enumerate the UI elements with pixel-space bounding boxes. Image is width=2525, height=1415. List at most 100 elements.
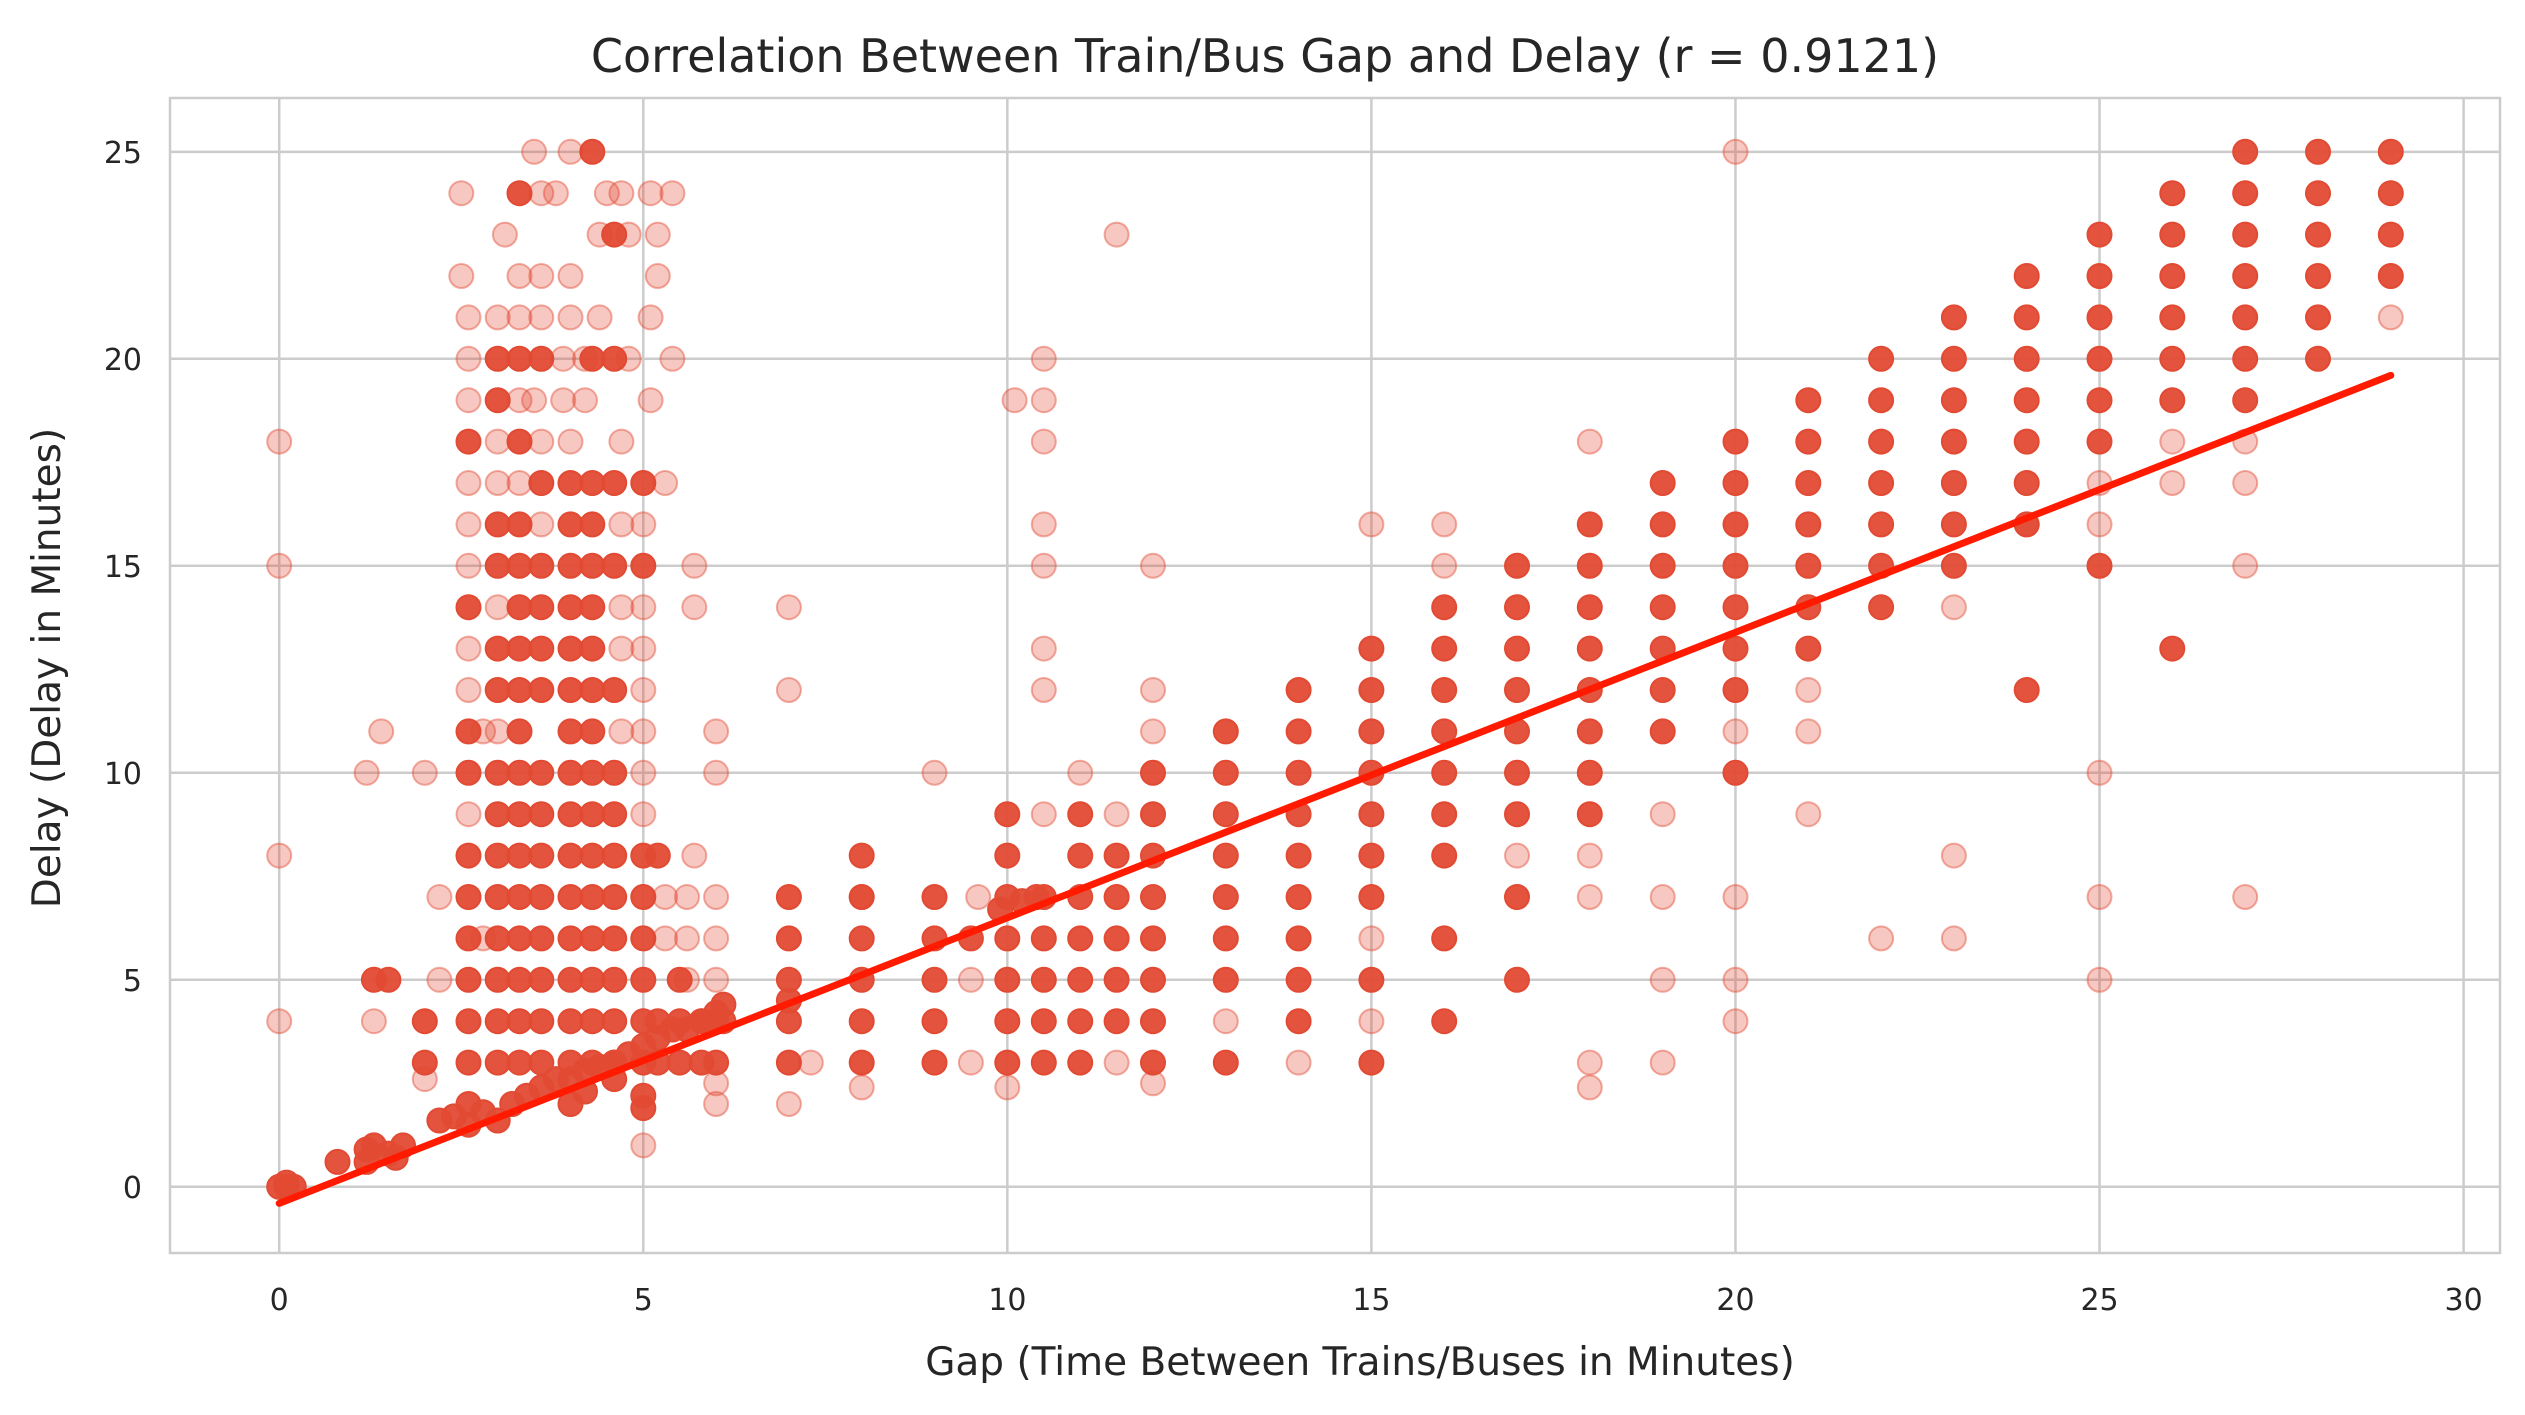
data-point [360, 1008, 387, 1035]
data-point [1431, 1008, 1458, 1035]
data-point [1431, 635, 1458, 662]
data-point [608, 180, 635, 207]
data-point [630, 801, 657, 828]
data-point [1649, 552, 1676, 579]
data-point [1358, 884, 1385, 910]
data-point [470, 718, 497, 745]
data-point [601, 966, 628, 993]
data-point [455, 1049, 482, 1076]
data-point [1285, 925, 1312, 952]
data-point [1030, 345, 1057, 372]
data-point [848, 1008, 875, 1035]
data-point [1576, 428, 1603, 455]
data-point [1140, 925, 1166, 952]
data-point [1030, 1008, 1057, 1035]
data-point [630, 718, 657, 745]
x-tick-labels: 0 5 10 15 20 25 30 [270, 1283, 2483, 1318]
data-point [674, 925, 700, 952]
data-point [528, 428, 555, 455]
y-tick-label: 15 [104, 550, 142, 585]
data-point [1140, 1070, 1166, 1097]
data-point [455, 801, 482, 828]
data-point [1940, 428, 1967, 455]
data-point [1722, 138, 1749, 165]
data-point [1030, 677, 1057, 703]
data-point [266, 1008, 293, 1035]
data-point [674, 966, 700, 993]
data-point [1358, 511, 1385, 538]
data-point [1649, 511, 1676, 538]
data-point [848, 925, 875, 952]
data-point [1868, 470, 1895, 496]
data-point [1212, 842, 1239, 869]
data-point [455, 511, 482, 538]
data-point [1285, 1008, 1312, 1035]
data-point [455, 718, 482, 745]
data-point [455, 594, 482, 621]
data-point [528, 1049, 555, 1076]
data-point [484, 511, 511, 538]
data-point [1140, 884, 1166, 910]
data-point [601, 759, 628, 786]
data-point [1358, 718, 1385, 745]
data-point [1868, 594, 1895, 621]
data-point [455, 677, 482, 703]
data-point [1504, 635, 1530, 662]
data-point [528, 263, 555, 289]
data-point [273, 1169, 300, 1196]
data-point [703, 1091, 730, 1117]
data-point [775, 925, 802, 952]
data-point [1504, 801, 1530, 828]
data-point [484, 387, 511, 414]
data-point [2232, 138, 2259, 165]
data-point [1940, 552, 1967, 579]
data-point [666, 1049, 693, 1076]
data-point [608, 511, 635, 538]
data-point [1212, 801, 1239, 828]
data-point [848, 842, 875, 869]
data-point [1030, 635, 1057, 662]
data-point [1067, 842, 1094, 869]
data-point [601, 842, 628, 869]
data-point [2013, 428, 2040, 455]
data-point [666, 1008, 693, 1035]
data-point [637, 387, 664, 414]
data-point [593, 180, 620, 207]
data-point [1431, 925, 1458, 952]
data-point [557, 470, 584, 496]
data-point [550, 345, 577, 372]
data-point [2086, 966, 2113, 993]
data-point [703, 718, 730, 745]
data-point [1795, 635, 1822, 662]
data-point [601, 925, 628, 952]
data-point [1358, 842, 1385, 869]
data-point [557, 635, 584, 662]
data-point [579, 138, 606, 165]
data-point [2305, 345, 2331, 372]
data-point [994, 1008, 1021, 1035]
data-point [1940, 345, 1967, 372]
data-point [1504, 552, 1530, 579]
data-point [579, 925, 606, 952]
data-point [1795, 718, 1822, 745]
data-point [681, 552, 708, 579]
data-point [579, 801, 606, 828]
data-point [528, 470, 555, 496]
data-point [630, 759, 657, 786]
data-point [1504, 884, 1530, 910]
data-point [411, 759, 438, 786]
data-point [608, 635, 635, 662]
data-point [528, 801, 555, 828]
data-point [1030, 801, 1057, 828]
data-point [579, 594, 606, 621]
data-point [1067, 966, 1094, 993]
data-point [324, 1148, 351, 1175]
data-point [506, 718, 533, 745]
data-point [1103, 801, 1130, 828]
data-point [1212, 1049, 1239, 1076]
data-point [608, 594, 635, 621]
data-point [848, 884, 875, 910]
data-point [579, 470, 606, 496]
